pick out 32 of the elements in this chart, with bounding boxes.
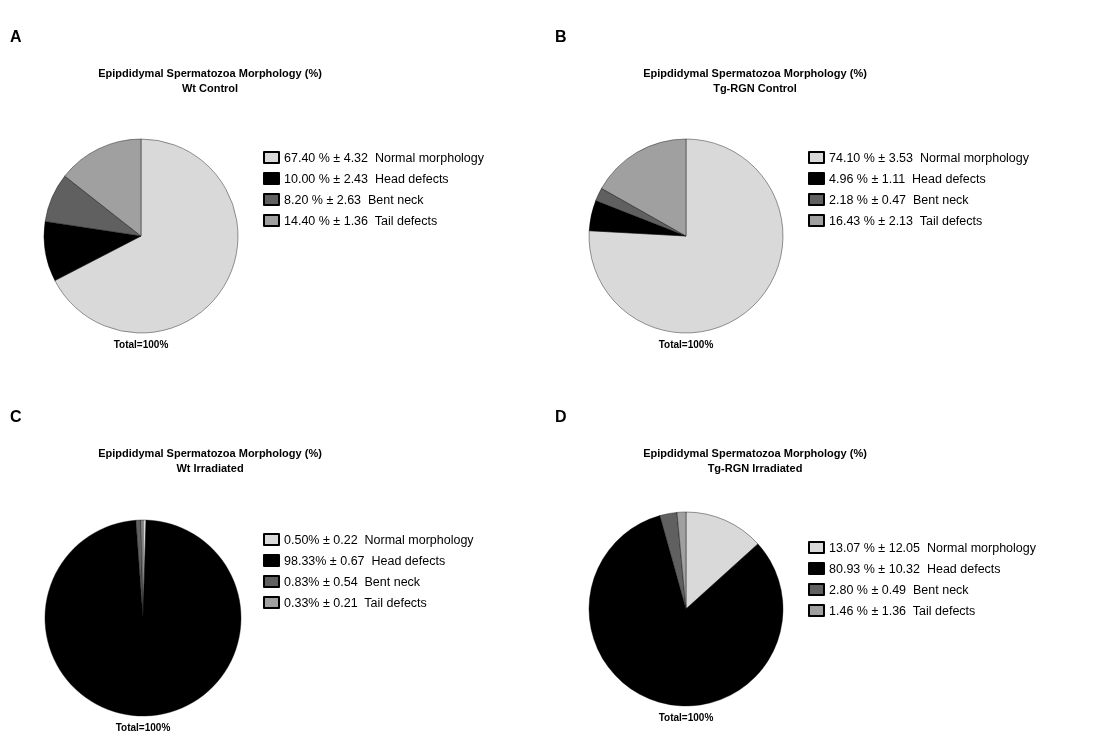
legend-label: 2.80 % ± 0.49 Bent neck [829,582,970,597]
text: D [555,407,567,425]
text: C [10,407,22,425]
legend-label: 0.33% ± 0.21 Tail defects [284,595,427,610]
legend-label: 98.33% ± 0.67 Head defects [284,553,446,568]
chart-title: Epipdidymal Spermatozoa Morphology (%) [643,66,868,79]
chart-subtitle: Wt Irradiated [176,461,244,474]
legend-label: 10.00 % ± 2.43 Head defects [284,171,449,186]
legend-label: 0.50% ± 0.22 Normal morphology [284,532,475,547]
text: B [555,27,567,45]
legend-label: 1.46 % ± 1.36 Tail defects [829,603,976,618]
legend-label: 14.40 % ± 1.36 Tail defects [284,213,438,228]
chart-title: Epipdidymal Spermatozoa Morphology (%) [98,66,323,79]
legend-label: 80.93 % ± 10.32 Head defects [829,561,1001,576]
legend-label: 74.10 % ± 3.53 Normal morphology [829,150,1030,165]
legend-label: 4.96 % ± 1.11 Head defects [829,171,986,186]
chart-title: Epipdidymal Spermatozoa Morphology (%) [98,446,323,459]
chart-subtitle: Tg-RGN Control [713,81,797,94]
chart-subtitle: Wt Control [181,81,239,94]
legend-label: 13.07 % ± 12.05 Normal morphology [829,540,1037,555]
legend-label: 67.40 % ± 4.32 Normal morphology [284,150,485,165]
legend-label: 8.20 % ± 2.63 Bent neck [284,192,425,207]
chart-subtitle: Tg-RGN Irradiated [707,461,803,474]
text: Total=100% [658,338,714,350]
text: Total=100% [115,721,171,733]
text: Total=100% [658,711,714,723]
text: Total=100% [113,338,169,350]
chart-title: Epipdidymal Spermatozoa Morphology (%) [643,446,868,459]
legend-label: 16.43 % ± 2.13 Tail defects [829,213,983,228]
legend-label: 2.18 % ± 0.47 Bent neck [829,192,970,207]
legend-label: 0.83% ± 0.54 Bent neck [284,574,421,589]
text: A [10,27,22,45]
